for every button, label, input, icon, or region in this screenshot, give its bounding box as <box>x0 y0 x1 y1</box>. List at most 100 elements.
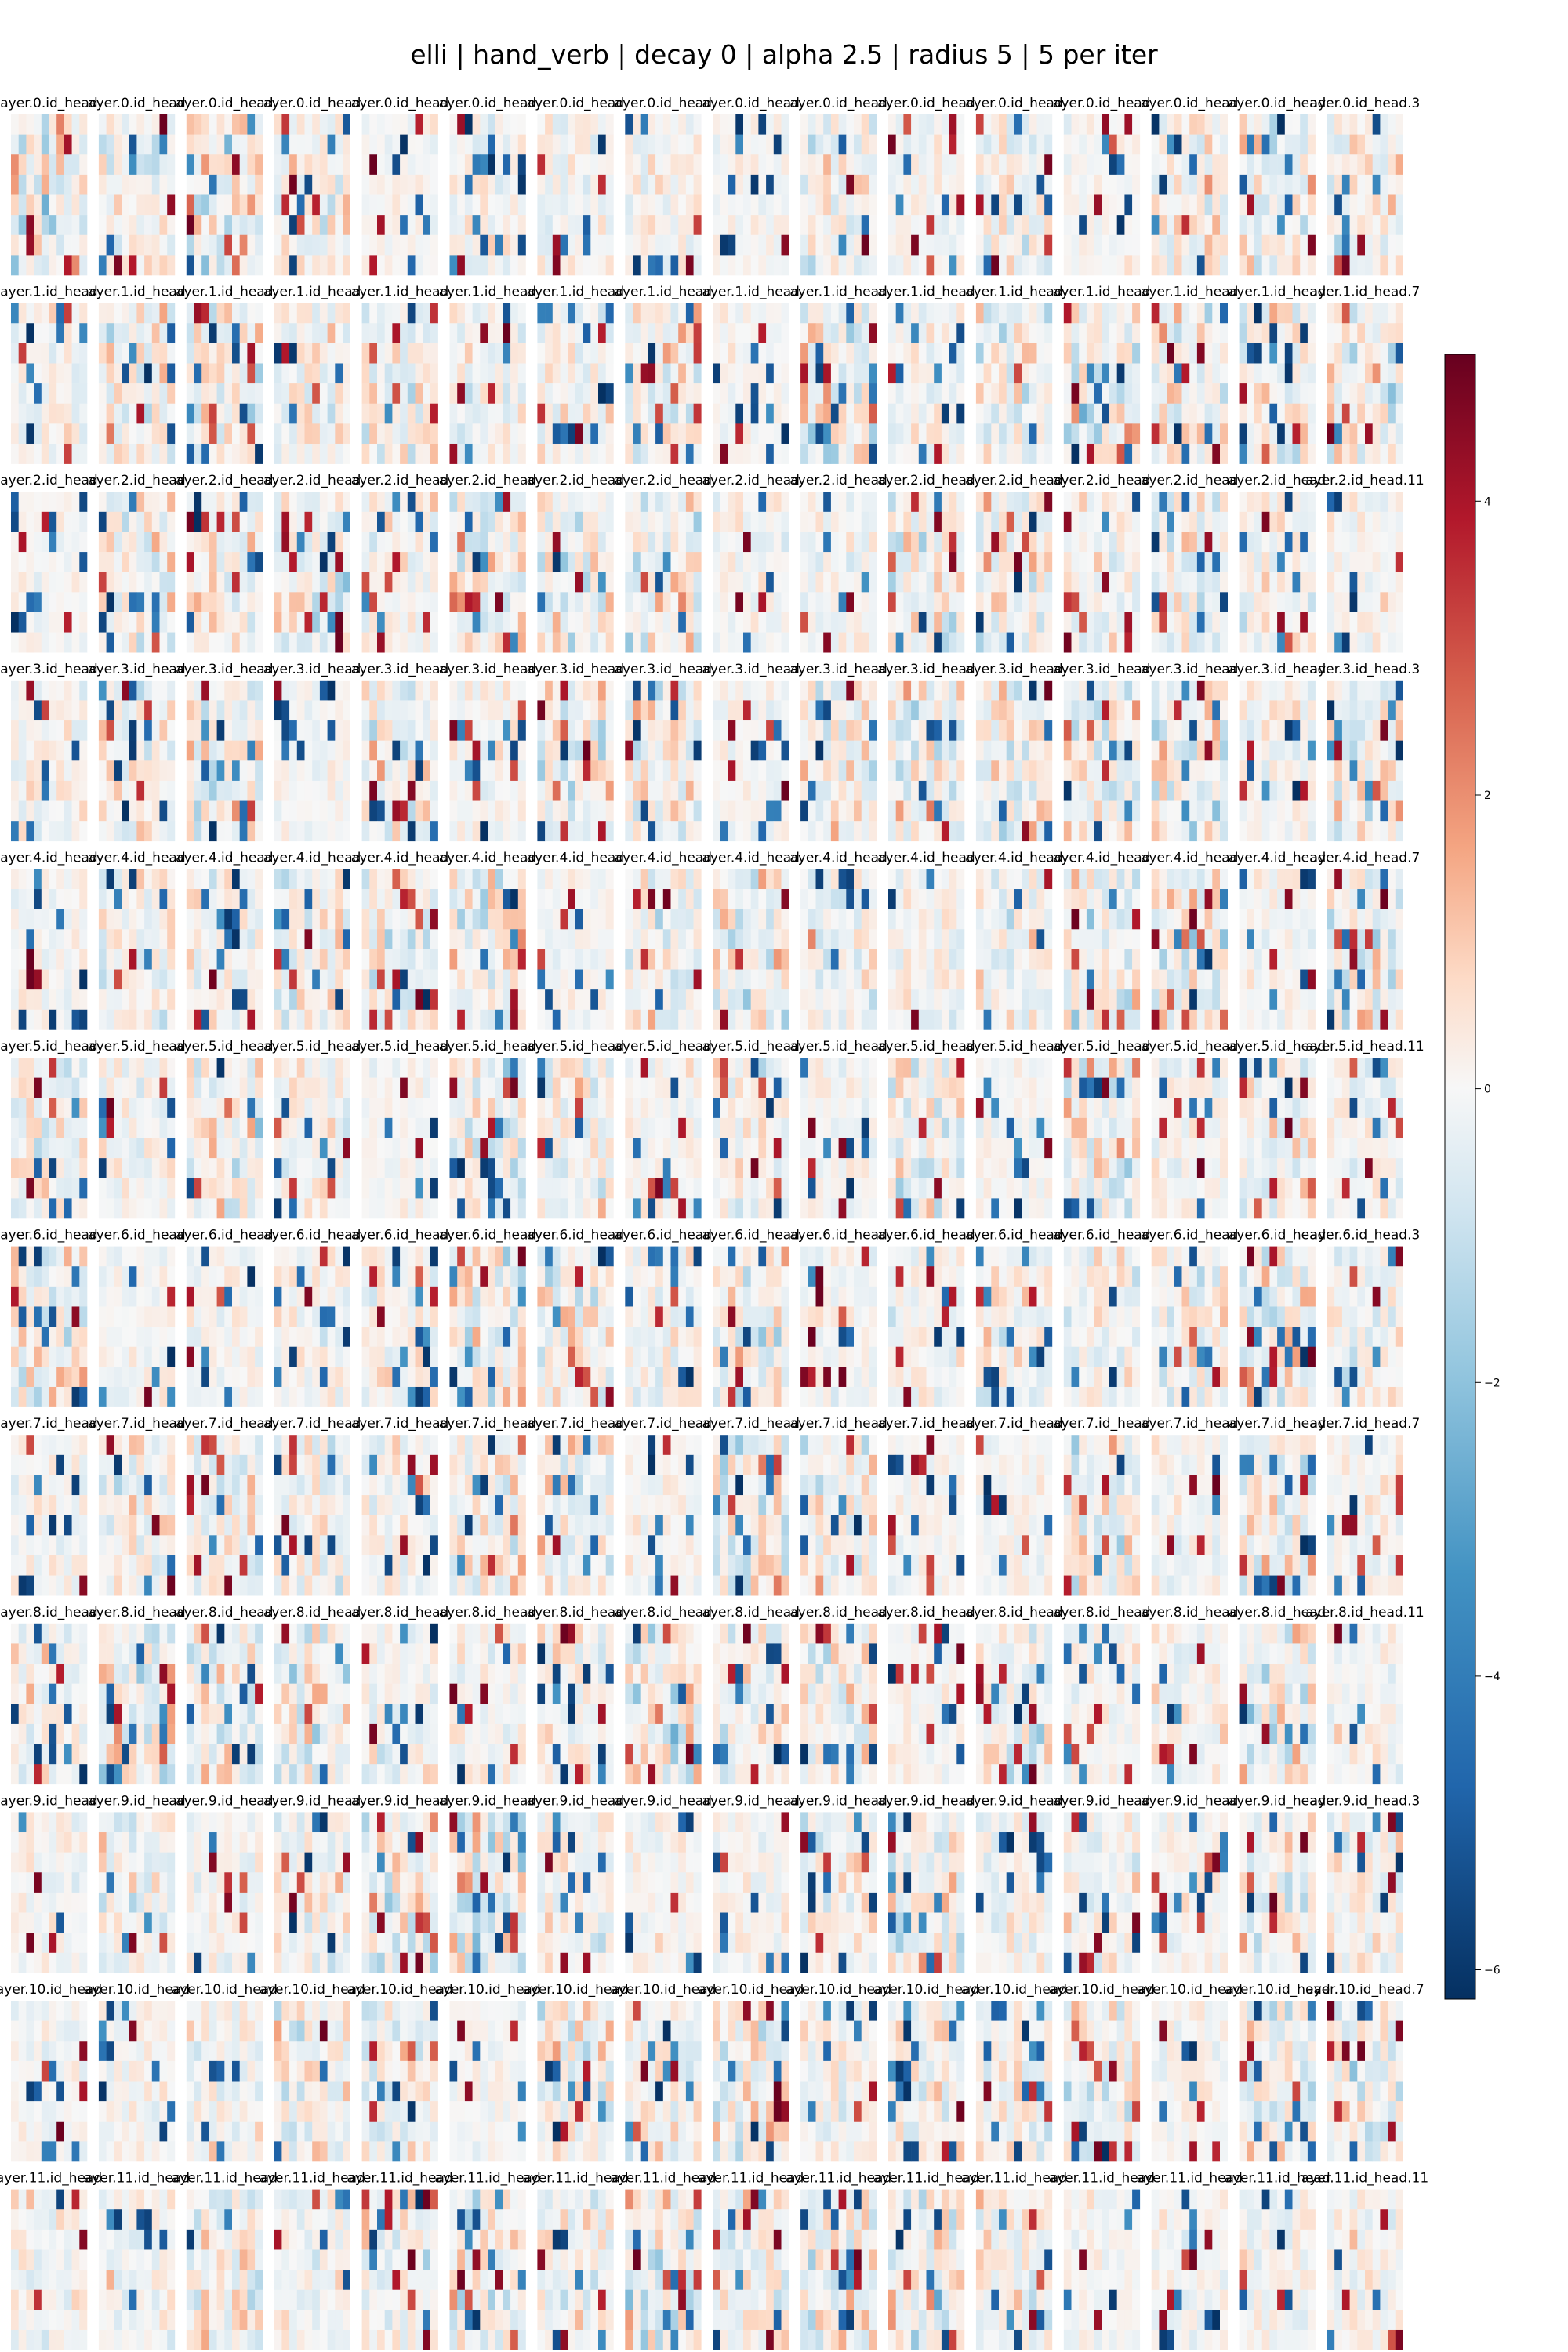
heatmap-cell <box>217 592 225 612</box>
heatmap-cell <box>167 215 175 235</box>
heatmap-cell <box>281 700 289 720</box>
heatmap-cell <box>583 741 591 761</box>
heatmap-cell <box>232 633 240 653</box>
heatmap-cell <box>1247 114 1254 135</box>
heatmap-cell <box>369 512 377 532</box>
heatmap-cell <box>686 423 694 444</box>
heatmap-cell <box>1189 572 1197 593</box>
heatmap-cell <box>1240 135 1247 155</box>
heatmap-cell <box>927 801 935 822</box>
heatmap-cell <box>305 741 313 761</box>
heatmap-cell <box>1388 303 1396 324</box>
heatmap-cell <box>377 801 385 822</box>
heatmap-cell <box>1124 532 1132 552</box>
heatmap-cell <box>1357 552 1365 572</box>
heatmap-cell <box>606 572 614 593</box>
heatmap-cell <box>49 760 57 781</box>
heatmap-cell <box>201 444 209 464</box>
heatmap-cell <box>648 801 655 822</box>
heatmap-cell <box>99 552 107 572</box>
heatmap-cell <box>320 175 328 195</box>
heatmap-cell <box>136 821 144 841</box>
heatmap-cell <box>888 323 896 343</box>
heatmap-cell <box>1308 175 1316 195</box>
heatmap-cell <box>129 235 137 256</box>
heatmap-cell <box>949 404 957 424</box>
heatmap-cell <box>320 592 328 612</box>
heatmap-panel: ayer.3.id_head <box>702 662 799 841</box>
heatmap-cell <box>598 720 606 741</box>
heatmap-cell <box>416 363 423 383</box>
heatmap-cell <box>976 612 984 633</box>
heatmap-cell <box>503 633 510 653</box>
heatmap-cell <box>862 681 869 701</box>
heatmap-cell <box>854 821 862 841</box>
heatmap-cell <box>136 552 144 572</box>
heatmap-cell <box>568 175 575 195</box>
heatmap-cell <box>473 612 481 633</box>
heatmap-cell <box>144 404 152 424</box>
heatmap-cell <box>583 781 591 801</box>
heatmap-cell <box>49 512 57 532</box>
heatmap-cell <box>1029 444 1037 464</box>
heatmap-cell <box>144 114 152 135</box>
heatmap-cell <box>72 532 80 552</box>
heatmap-cell <box>49 572 57 593</box>
heatmap-cell <box>49 552 57 572</box>
heatmap-cell <box>598 512 606 532</box>
heatmap-cell <box>385 215 393 235</box>
heatmap-cell <box>26 135 34 155</box>
heatmap-cell <box>247 255 255 275</box>
heatmap-cell <box>553 572 561 593</box>
heatmap-cell <box>289 492 297 512</box>
heatmap-cell <box>655 781 663 801</box>
heatmap-cell <box>1094 114 1102 135</box>
heatmap-cell <box>598 215 606 235</box>
heatmap-cell <box>1109 592 1117 612</box>
heatmap-cell <box>1380 135 1388 155</box>
heatmap-cell <box>663 720 671 741</box>
heatmap-cell <box>694 195 702 216</box>
heatmap-cell <box>11 323 19 343</box>
heatmap-panel: ayer.0.id_head <box>176 96 273 275</box>
heatmap-cell <box>167 175 175 195</box>
heatmap-cell <box>392 592 400 612</box>
heatmap-cell <box>686 612 694 633</box>
heatmap-cell <box>598 741 606 761</box>
heatmap-cell <box>297 552 305 572</box>
heatmap-cell <box>590 592 598 612</box>
heatmap-cell <box>713 154 720 175</box>
heatmap-cell <box>1247 444 1254 464</box>
heatmap-panel: ayer.2.id_head <box>615 473 712 652</box>
heatmap-cell <box>1342 512 1350 532</box>
heatmap-cell <box>385 235 393 256</box>
heatmap-cell <box>782 363 789 383</box>
heatmap-cell <box>1102 444 1109 464</box>
heatmap-cell <box>606 404 614 424</box>
heatmap-cell <box>136 235 144 256</box>
heatmap-cell <box>1029 154 1037 175</box>
heatmap-cell <box>1037 363 1045 383</box>
heatmap-cell <box>1342 532 1350 552</box>
heatmap-cell <box>1334 154 1342 175</box>
heatmap-cell <box>633 255 641 275</box>
heatmap-cell <box>590 760 598 781</box>
heatmap-cell <box>1357 154 1365 175</box>
heatmap-cell <box>400 323 408 343</box>
heatmap-cell <box>800 235 808 256</box>
heatmap-cell <box>335 492 343 512</box>
heatmap-cell <box>297 363 305 383</box>
heatmap-cell <box>289 343 297 364</box>
heatmap-cell <box>694 444 702 464</box>
heatmap-cell <box>774 741 782 761</box>
heatmap-cell <box>1014 760 1022 781</box>
heatmap-cell <box>862 720 869 741</box>
heatmap-cell <box>136 255 144 275</box>
heatmap-panel: ayer.3.id_head <box>1053 662 1150 841</box>
heatmap-cell <box>503 512 510 532</box>
heatmap-cell <box>495 135 503 155</box>
heatmap-cell <box>377 363 385 383</box>
heatmap-cell <box>976 175 984 195</box>
heatmap-cell <box>1109 512 1117 532</box>
heatmap-cell <box>152 781 160 801</box>
